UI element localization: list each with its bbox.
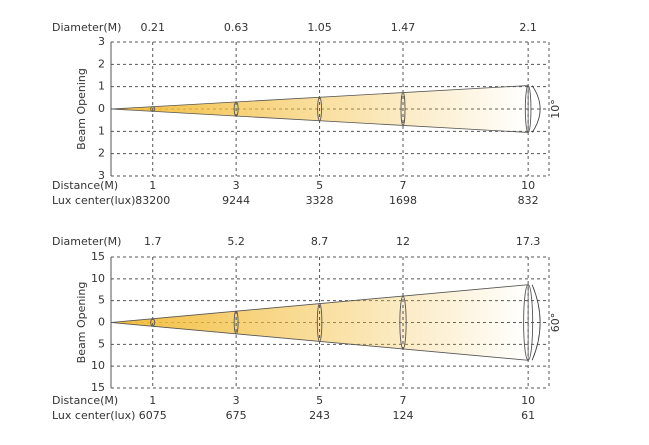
y-tick-label: 0 (98, 316, 105, 329)
lux-label: Lux center(lux) (52, 409, 135, 422)
diameter-label: Diameter(M) (52, 21, 121, 34)
y-tick-label: 15 (91, 250, 105, 263)
y-tick-label: 1 (98, 124, 105, 137)
distance-value: 5 (316, 179, 323, 192)
y-tick-label: 10 (91, 359, 105, 372)
diameter-value: 5.2 (227, 235, 245, 248)
distance-value: 10 (521, 394, 535, 407)
y-tick-label: 3 (98, 35, 105, 48)
y-tick-label: 5 (98, 337, 105, 350)
y-tick-label: 5 (98, 294, 105, 307)
y-tick-label: 2 (98, 57, 105, 70)
y-tick-label: 2 (98, 147, 105, 160)
y-tick-label: 0 (98, 102, 105, 115)
diameter-value: 8.7 (311, 235, 329, 248)
distance-value: 3 (233, 394, 240, 407)
y-tick-label: 10 (91, 272, 105, 285)
lux-value: 675 (226, 409, 247, 422)
y-tick-label: 15 (91, 381, 105, 394)
distance-value: 10 (521, 179, 535, 192)
beam-section (233, 310, 239, 335)
diameter-value: 1.47 (391, 21, 416, 34)
y-axis-label: Beam Opening (75, 68, 88, 150)
lux-value: 6075 (139, 409, 167, 422)
lux-value: 9244 (222, 194, 250, 207)
diameter-value: 2.1 (519, 21, 537, 34)
distance-label: Distance(M) (52, 394, 118, 407)
beam-section (523, 284, 534, 361)
angle-arc (531, 284, 541, 361)
diameter-value: 1.05 (307, 21, 332, 34)
lux-value: 243 (309, 409, 330, 422)
beam-section (150, 318, 156, 327)
lux-label: Lux center(lux) (52, 194, 135, 207)
y-tick-label: 3 (98, 169, 105, 182)
lux-value: 1698 (389, 194, 417, 207)
lux-value: 832 (518, 194, 539, 207)
diameter-value: 0.63 (224, 21, 249, 34)
beam-section (233, 101, 239, 117)
y-axis-label: Beam Opening (75, 282, 88, 364)
distance-label: Distance(M) (52, 179, 118, 192)
beam-section (524, 85, 532, 133)
diameter-label: Diameter(M) (52, 235, 121, 248)
beam-section (150, 106, 156, 112)
distance-value: 3 (233, 179, 240, 192)
angle-label: 60° (549, 313, 562, 333)
beam-section (399, 295, 407, 350)
lux-value: 83200 (135, 194, 170, 207)
distance-value: 7 (400, 179, 407, 192)
distance-value: 7 (400, 394, 407, 407)
beam-section (400, 92, 406, 126)
diameter-value: 12 (396, 235, 410, 248)
distance-value: 5 (316, 394, 323, 407)
distance-value: 1 (149, 179, 156, 192)
distance-value: 1 (149, 394, 156, 407)
angle-label: 10° (549, 99, 562, 119)
lux-value: 3328 (306, 194, 334, 207)
diameter-value: 1.7 (144, 235, 162, 248)
beam-section (317, 96, 323, 122)
lux-value: 124 (393, 409, 414, 422)
beam-section (316, 303, 323, 342)
diameter-value: 17.3 (516, 235, 541, 248)
diameter-value: 0.21 (140, 21, 165, 34)
lux-value: 61 (521, 409, 535, 422)
y-tick-label: 1 (98, 80, 105, 93)
angle-arc (531, 85, 541, 133)
